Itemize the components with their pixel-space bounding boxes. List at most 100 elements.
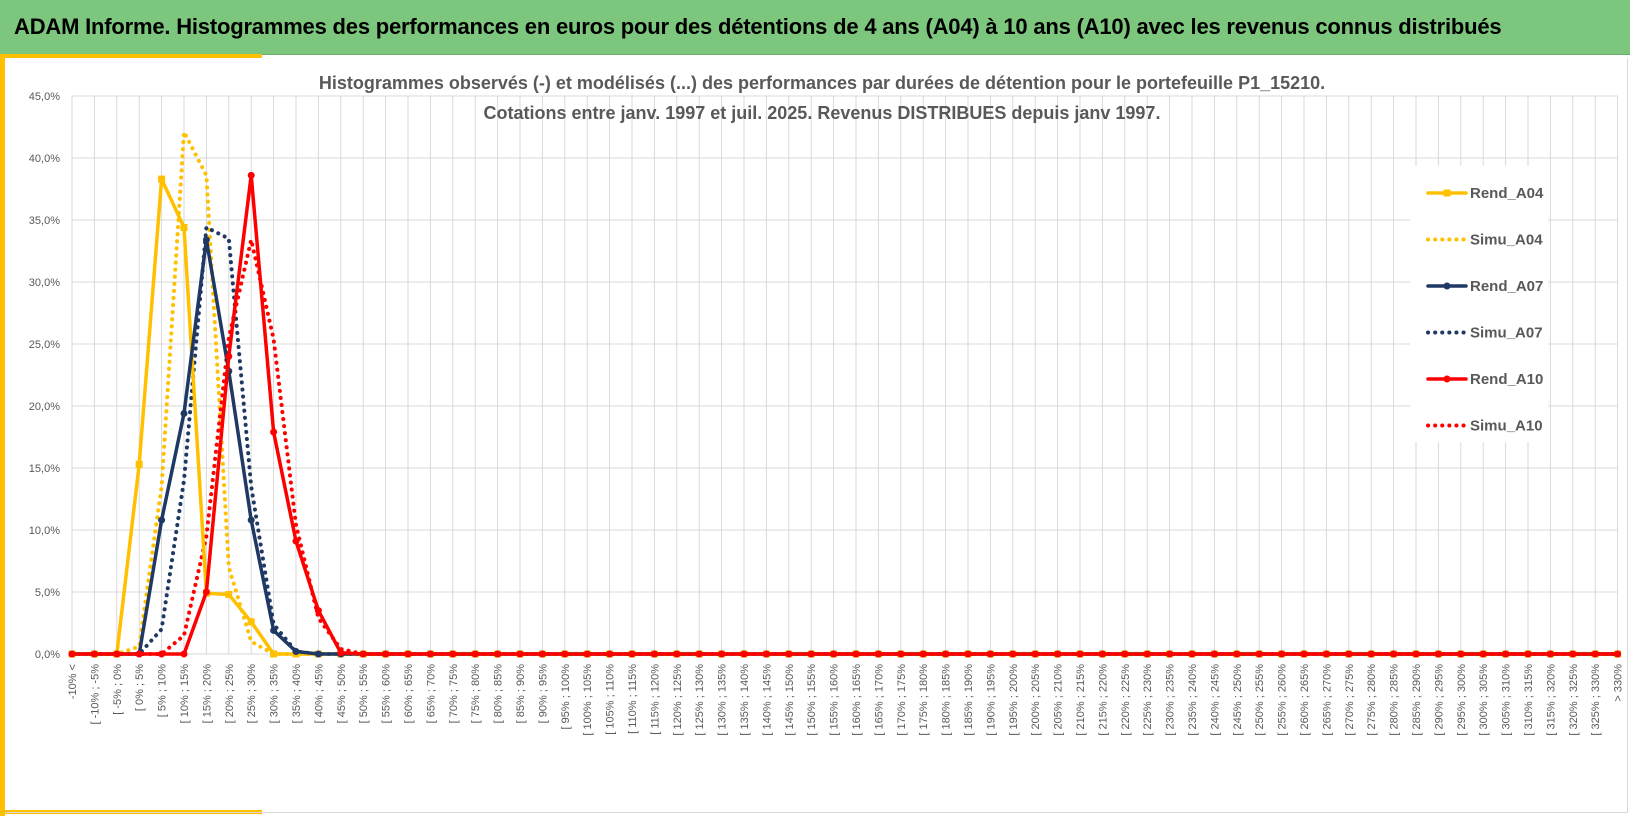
y-tick-label: 20,0% — [29, 401, 60, 413]
y-tick-label: 10,0% — [29, 525, 60, 537]
x-tick-label: [ 240% ; 245% — [1209, 664, 1221, 736]
x-tick-label: [ -5% ; 0% — [112, 664, 124, 715]
y-tick-label: 15,0% — [29, 463, 60, 475]
series-line-simu-a07 — [70, 225, 1620, 656]
data-point-rend-a10 — [986, 650, 994, 658]
x-tick-label: [ 245% ; 250% — [1232, 664, 1244, 736]
x-tick-label: [ 205% ; 210% — [1053, 664, 1065, 736]
x-tick-label: [ 300% ; 305% — [1478, 664, 1490, 736]
y-tick-label: 25,0% — [29, 339, 60, 351]
data-point-rend-a10 — [673, 650, 681, 658]
data-point-rend-a10 — [1614, 650, 1622, 658]
data-point-rend-a10 — [1009, 650, 1017, 658]
data-point-rend-a10 — [1569, 650, 1577, 658]
data-point-rend-a10 — [1098, 650, 1106, 658]
data-point-rend-a10 — [1367, 650, 1375, 658]
legend-label: Rend_A04 — [1470, 185, 1544, 202]
legend-label: Rend_A07 — [1470, 278, 1543, 295]
x-tick-label: [ 20% ; 25% — [224, 664, 236, 724]
data-point-rend-a10 — [1502, 650, 1510, 658]
x-tick-label: [ 270% ; 275% — [1344, 664, 1356, 736]
data-point-rend-a10 — [1412, 650, 1420, 658]
y-tick-label: 0,0% — [35, 649, 60, 661]
data-point-rend-a10 — [1390, 650, 1398, 658]
legend-label: Simu_A07 — [1470, 325, 1543, 342]
data-point-rend-a10 — [762, 650, 770, 658]
x-tick-label: [ 95% ; 100% — [560, 664, 572, 730]
x-tick-label: [ 110% ; 115% — [627, 664, 639, 734]
data-point-rend-a10 — [785, 650, 793, 658]
x-tick-label: [ 310% ; 315% — [1523, 664, 1535, 736]
data-point-rend-a10 — [90, 650, 98, 658]
y-tick-label: 45,0% — [29, 91, 60, 103]
y-axis: 0,0% 5,0% 10,0% 15,0% 20,0% 25,0% 30,0% 35,0% 40… — [29, 91, 60, 661]
data-point-rend-a10 — [538, 650, 546, 658]
data-point-rend-a10 — [449, 650, 457, 658]
data-point-rend-a04 — [225, 590, 233, 598]
x-tick-label: [ 60% ; 65% — [403, 664, 415, 724]
legend-label: Simu_A04 — [1470, 232, 1543, 249]
data-point-rend-a10 — [1278, 650, 1286, 658]
x-tick-label: [ 230% ; 235% — [1165, 664, 1177, 736]
data-point-rend-a10 — [650, 650, 658, 658]
data-point-rend-a10 — [1076, 650, 1084, 658]
x-tick-label: [ 130% ; 135% — [717, 664, 729, 736]
data-point-rend-a04 — [247, 618, 255, 626]
data-point-rend-a10 — [337, 649, 345, 657]
x-tick-label: [ 315% ; 320% — [1545, 664, 1557, 736]
data-point-rend-a10 — [270, 428, 278, 436]
x-tick-label: [ 295% ; 300% — [1456, 664, 1468, 736]
x-tick-label: [ 290% ; 295% — [1433, 664, 1445, 736]
chart-title-line: Cotations entre janv. 1997 et juil. 2025… — [484, 103, 1161, 123]
data-point-rend-a10 — [561, 650, 569, 658]
data-point-rend-a10 — [1166, 650, 1174, 658]
data-point-rend-a10 — [1210, 650, 1218, 658]
x-axis: -10% < [ -10% ; -5% [ -5% ; 0% [ 0% ; 5% [ 5… — [67, 664, 1625, 736]
x-tick-label: [ 210% ; 215% — [1075, 664, 1087, 736]
x-tick-label: [ 0% ; 5% — [134, 664, 146, 711]
y-tick-label: 30,0% — [29, 277, 60, 289]
x-tick-label: [ 90% ; 95% — [537, 664, 549, 724]
data-point-rend-a10 — [919, 650, 927, 658]
series-line-rend-a04 — [70, 177, 1620, 656]
x-tick-label: [ 170% ; 175% — [896, 664, 908, 736]
data-point-rend-a10 — [426, 650, 434, 658]
data-point-rend-a10 — [942, 650, 950, 658]
data-point-rend-a10 — [964, 650, 972, 658]
x-tick-label: [ 55% ; 60% — [381, 664, 393, 724]
x-tick-label: [ 200% ; 205% — [1030, 664, 1042, 736]
y-tick-label: 5,0% — [35, 587, 60, 599]
x-tick-label: [ 115% ; 120% — [649, 664, 661, 735]
x-tick-label: [ 220% ; 225% — [1120, 664, 1132, 736]
data-point-rend-a10 — [1031, 650, 1039, 658]
data-point-rend-a10 — [1054, 650, 1062, 658]
x-tick-label: [ 320% ; 325% — [1568, 664, 1580, 736]
data-point-rend-a10 — [1434, 650, 1442, 658]
x-tick-label: [ 45% ; 50% — [336, 664, 348, 724]
data-point-rend-a10 — [471, 650, 479, 658]
x-tick-label: [ 275% ; 280% — [1366, 664, 1378, 736]
x-tick-label: [ 40% ; 45% — [313, 664, 325, 724]
x-tick-label: [ 180% ; 185% — [941, 664, 953, 736]
x-tick-label: [ 285% ; 290% — [1411, 664, 1423, 736]
data-point-rend-a04 — [158, 175, 166, 183]
x-tick-label: [ 215% ; 220% — [1097, 664, 1109, 736]
x-tick-label: [ 195% ; 200% — [1008, 664, 1020, 736]
x-tick-label: [ 175% ; 180% — [918, 664, 930, 736]
data-point-rend-a10 — [382, 650, 390, 658]
x-tick-label: [ 255% ; 260% — [1277, 664, 1289, 736]
data-point-rend-a07 — [180, 409, 188, 417]
data-point-rend-a10 — [1591, 650, 1599, 658]
x-tick-label: [ 190% ; 195% — [985, 664, 997, 736]
y-tick-label: 35,0% — [29, 215, 60, 227]
x-tick-label: [ 140% ; 145% — [761, 664, 773, 736]
legend-label: Rend_A10 — [1470, 371, 1543, 388]
data-point-rend-a10 — [1457, 650, 1465, 658]
data-point-rend-a10 — [158, 650, 166, 658]
legend-box — [1410, 166, 1548, 442]
x-tick-label: [ 325% ; 330% — [1590, 664, 1602, 736]
data-point-rend-a10 — [897, 650, 905, 658]
data-point-rend-a10 — [1345, 650, 1353, 658]
data-point-rend-a10 — [1143, 650, 1151, 658]
